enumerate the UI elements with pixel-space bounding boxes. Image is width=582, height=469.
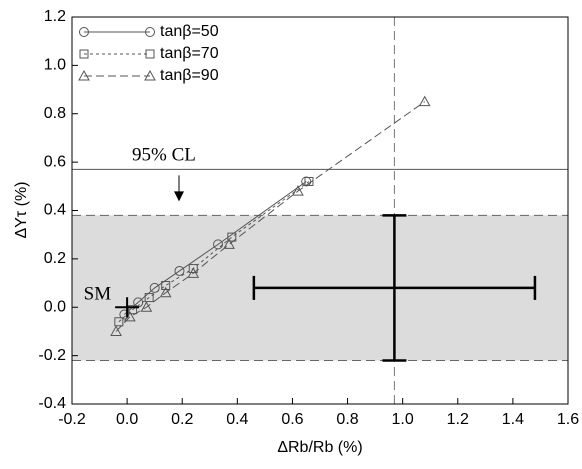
legend-label: tanβ=50 (160, 23, 219, 40)
series-line (118, 181, 310, 323)
y-tick-label: -0.2 (38, 347, 66, 364)
marker (79, 27, 89, 37)
y-axis-label: ΔYτ (%) (13, 181, 30, 238)
arrow-head (174, 191, 184, 202)
marker (227, 232, 237, 242)
y-tick-label: 0.2 (44, 250, 66, 267)
y-tick-label: -0.4 (38, 395, 66, 412)
legend-label: tanβ=70 (160, 45, 219, 62)
marker (304, 176, 314, 186)
marker (223, 238, 235, 249)
x-tick-label: 0.8 (336, 411, 358, 428)
y-tick-label: 0.6 (44, 153, 66, 170)
x-tick-label: 1.4 (502, 411, 524, 428)
marker (140, 301, 153, 312)
x-tick-label: 0.6 (281, 411, 303, 428)
x-tick-label: 1.2 (447, 411, 469, 428)
marker (110, 325, 122, 336)
x-axis-label: ΔRb/Rb (%) (277, 439, 362, 456)
marker (114, 317, 124, 327)
x-tick-label: 1.6 (557, 411, 579, 428)
y-tick-label: 0.4 (44, 202, 66, 219)
marker (79, 49, 89, 59)
marker (78, 69, 90, 81)
marker (145, 49, 155, 59)
marker (144, 69, 156, 81)
marker (144, 293, 154, 303)
x-tick-label: -0.2 (58, 411, 86, 428)
y-tick-label: 0.0 (44, 298, 66, 315)
marker (188, 264, 198, 274)
sm-label: SM (84, 284, 112, 305)
marker (161, 280, 171, 290)
marker (418, 95, 431, 107)
y-tick-label: 0.8 (44, 105, 66, 122)
legend-label: tanβ=90 (160, 67, 219, 84)
x-tick-label: 0.2 (171, 411, 193, 428)
series-line (124, 181, 307, 315)
x-tick-label: 1.0 (392, 411, 414, 428)
marker (145, 27, 155, 37)
marker (149, 282, 160, 293)
marker (187, 267, 200, 278)
marker (159, 286, 172, 298)
marker (292, 185, 304, 196)
y-tick-label: 1.2 (44, 8, 66, 25)
cl-label: 95% CL (132, 145, 196, 166)
marker (174, 265, 185, 276)
marker (128, 305, 138, 315)
x-tick-label: 0.4 (226, 411, 248, 428)
y-tick-label: 1.0 (44, 57, 66, 74)
marker (213, 239, 224, 250)
x-tick-label: 0.0 (116, 411, 138, 428)
